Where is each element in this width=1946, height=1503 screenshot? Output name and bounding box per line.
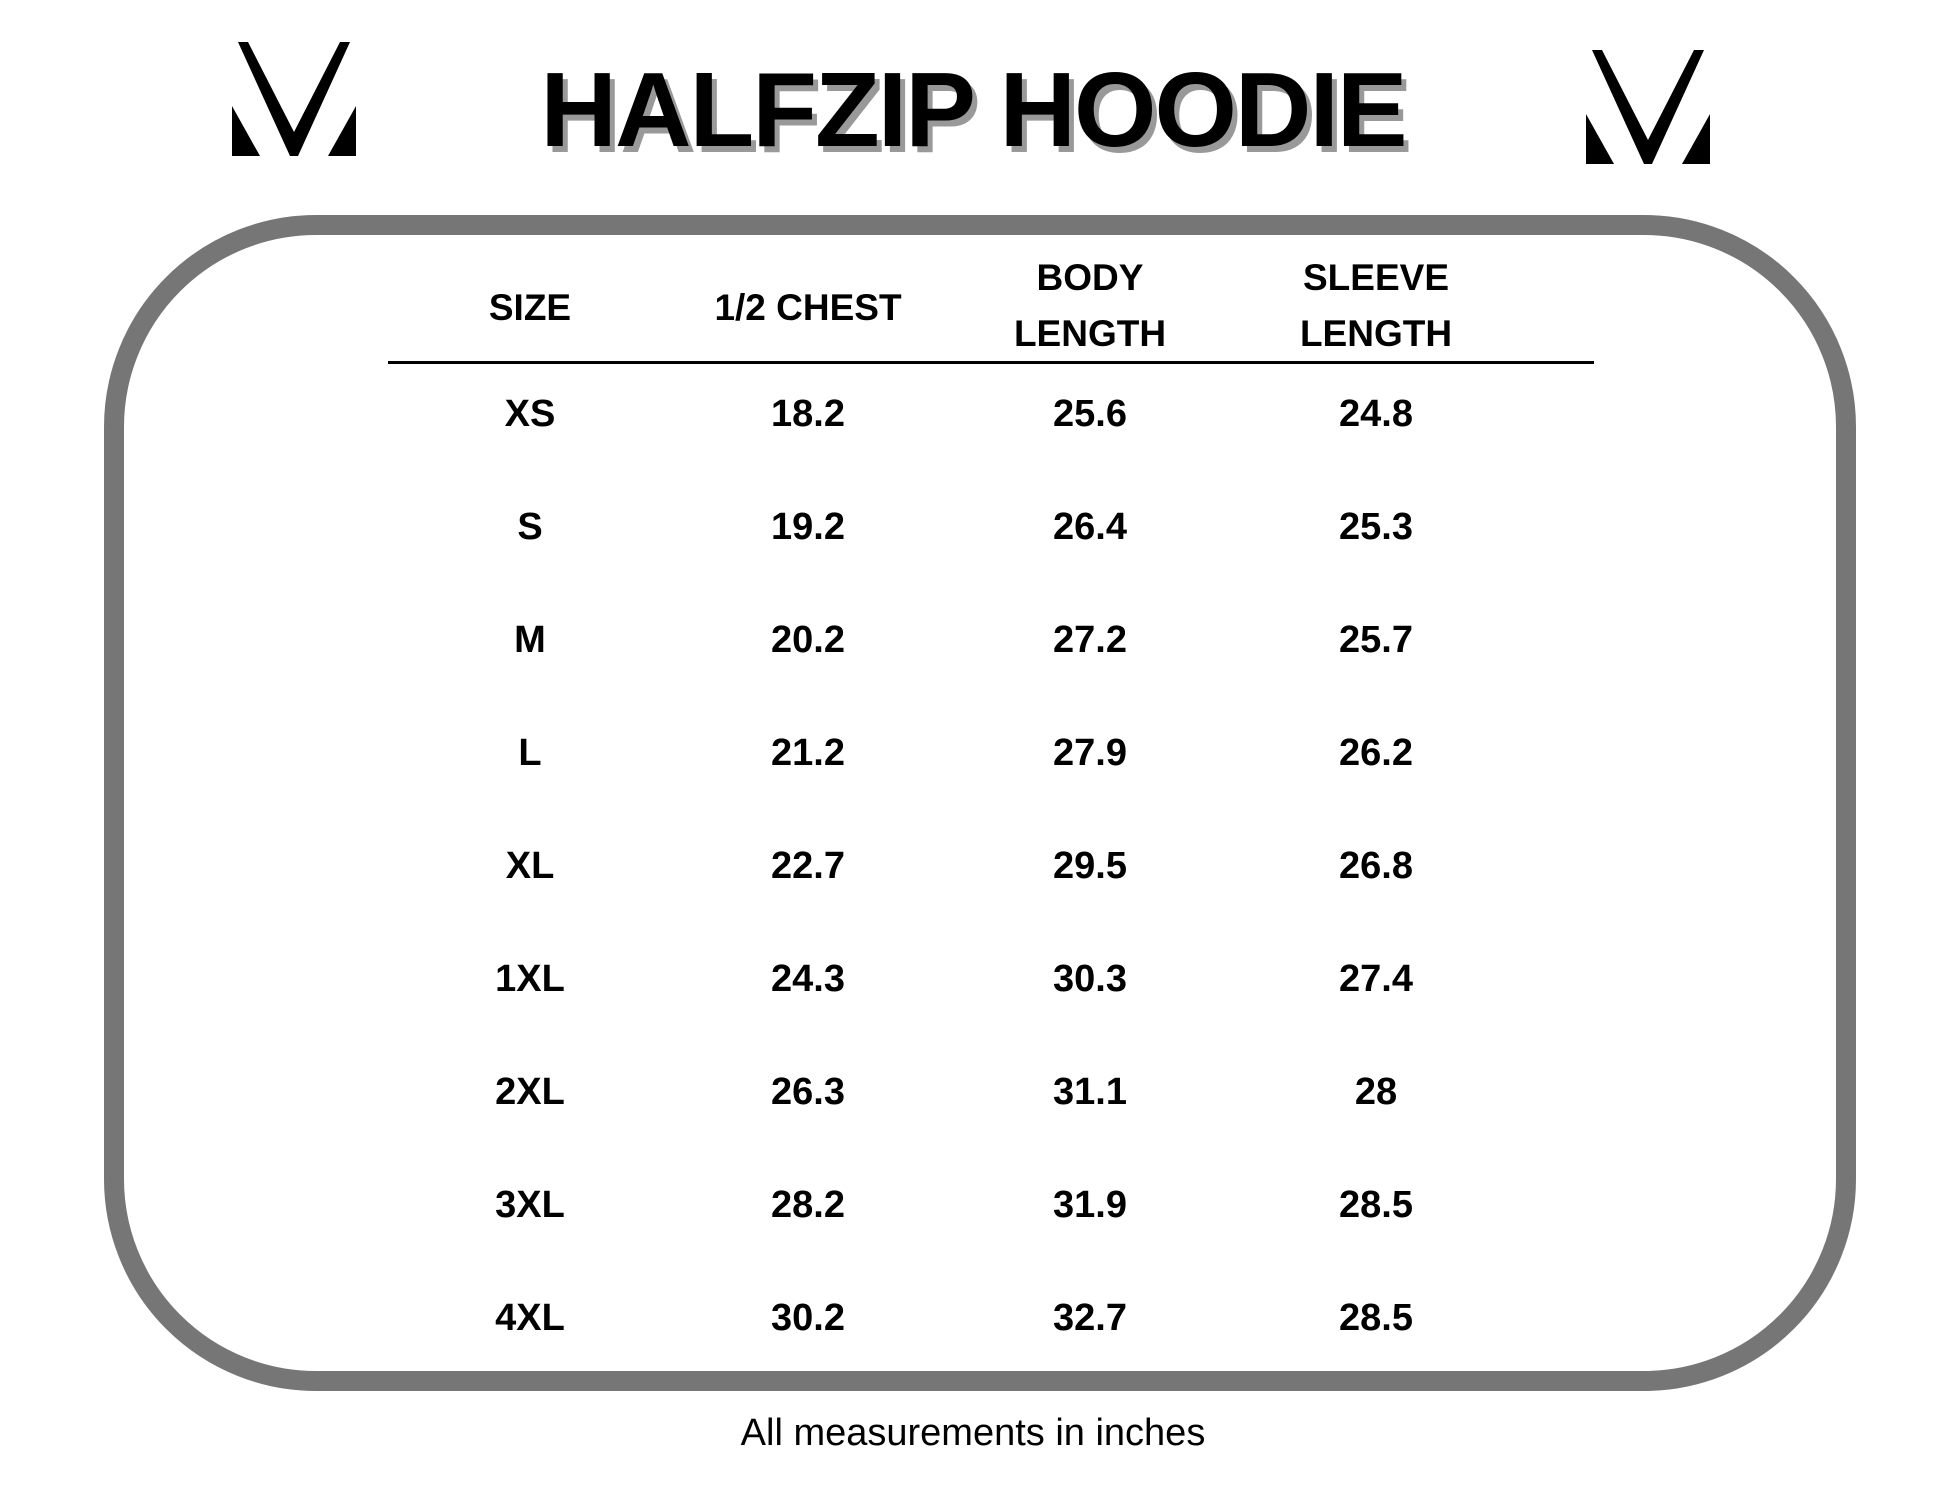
- cell-body-length: 26.4: [1053, 506, 1127, 548]
- cell-size: 1XL: [495, 958, 565, 1000]
- page-title: HALFZIP HOODIE: [540, 51, 1407, 169]
- cell-sleeve-length: 26.8: [1339, 845, 1413, 887]
- cell-body-length: 31.9: [1053, 1184, 1127, 1226]
- logo-left-icon: [232, 40, 356, 158]
- cell-body-length: 30.3: [1053, 958, 1127, 1000]
- column-header-size: SIZE: [370, 280, 690, 336]
- cell-half-chest: 24.3: [771, 958, 845, 1000]
- cell-half-chest: 22.7: [771, 845, 845, 887]
- column-header-half-chest: 1/2 CHEST: [648, 280, 968, 336]
- footer-note: All measurements in inches: [740, 1412, 1206, 1454]
- cell-sleeve-length: 28: [1354, 1071, 1398, 1113]
- cell-body-length: 25.6: [1053, 393, 1127, 435]
- header-line: 1/2 CHEST: [714, 287, 902, 328]
- header-line: LENGTH: [1013, 313, 1167, 354]
- cell-half-chest: 21.2: [771, 732, 845, 774]
- cell-size: S: [517, 506, 543, 548]
- cell-sleeve-length: 26.2: [1339, 732, 1413, 774]
- header-line: BODY: [1036, 257, 1144, 298]
- cell-sleeve-length: 25.3: [1339, 506, 1413, 548]
- cell-half-chest: 18.2: [771, 393, 845, 435]
- cell-size: M: [514, 619, 546, 661]
- cell-body-length: 32.7: [1053, 1297, 1127, 1339]
- cell-body-length: 29.5: [1053, 845, 1127, 887]
- cell-size: 2XL: [495, 1071, 565, 1113]
- cell-half-chest: 30.2: [771, 1297, 845, 1339]
- cell-sleeve-length: 28.5: [1339, 1184, 1413, 1226]
- cell-size: 4XL: [495, 1297, 565, 1339]
- cell-sleeve-length: 24.8: [1339, 393, 1413, 435]
- header-line: LENGTH: [1299, 313, 1453, 354]
- cell-body-length: 27.2: [1053, 619, 1127, 661]
- cell-half-chest: 20.2: [771, 619, 845, 661]
- header-line: SLEEVE: [1303, 257, 1449, 298]
- cell-sleeve-length: 27.4: [1339, 958, 1413, 1000]
- header-line: SIZE: [488, 287, 572, 328]
- cell-half-chest: 26.3: [771, 1071, 845, 1113]
- column-header-sleeve-length: SLEEVE LENGTH: [1216, 250, 1536, 362]
- column-header-body-length: BODY LENGTH: [930, 250, 1250, 362]
- cell-size: XS: [504, 393, 556, 435]
- cell-half-chest: 19.2: [771, 506, 845, 548]
- cell-size: 3XL: [495, 1184, 565, 1226]
- cell-half-chest: 28.2: [771, 1184, 845, 1226]
- cell-body-length: 31.1: [1053, 1071, 1127, 1113]
- logo-right-icon: [1586, 48, 1710, 166]
- cell-sleeve-length: 28.5: [1339, 1297, 1413, 1339]
- cell-body-length: 27.9: [1053, 732, 1127, 774]
- cell-size: L: [518, 732, 542, 774]
- header-divider: [388, 361, 1594, 364]
- cell-size: XL: [505, 845, 555, 887]
- cell-sleeve-length: 25.7: [1339, 619, 1413, 661]
- size-chart-frame: [104, 215, 1856, 1391]
